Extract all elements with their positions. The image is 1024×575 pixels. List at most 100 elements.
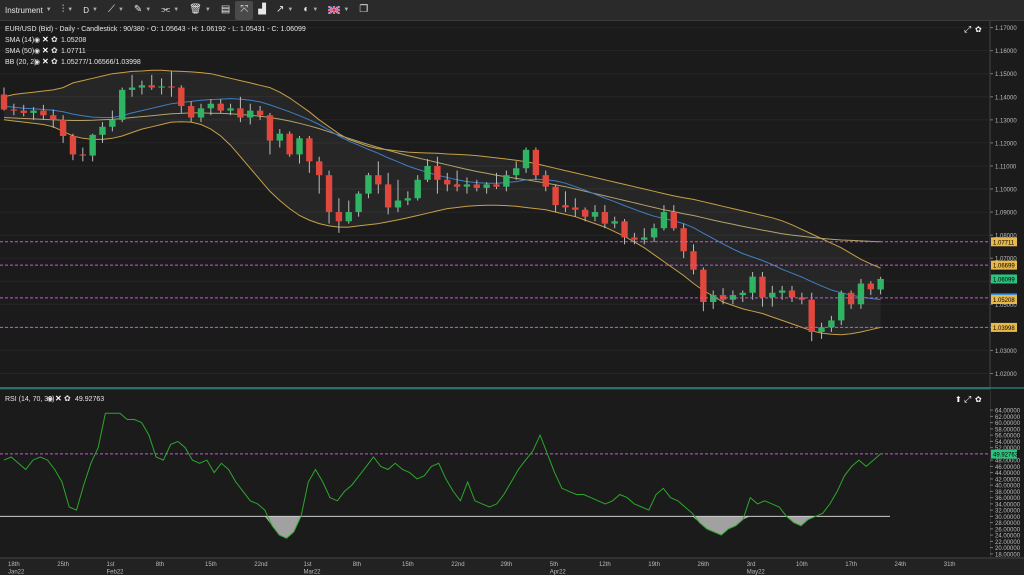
candle-body	[660, 212, 668, 229]
candle-body	[384, 184, 392, 208]
candle-body	[247, 110, 254, 118]
pen-tool-menu[interactable]: ✎ ▼	[129, 1, 156, 20]
candle-body	[453, 184, 461, 187]
candle-body	[857, 283, 865, 305]
line-tool-menu[interactable]: ⟋ ▼	[103, 1, 129, 20]
rsi-legend[interactable]: RSI (14, 70, 30) ◉ ✕ ✿ 49.92763	[5, 394, 104, 403]
price-badge	[991, 260, 1017, 270]
candle-body	[316, 161, 323, 176]
candle-body	[296, 138, 303, 155]
rsi-tick-label: 64.00000	[995, 409, 1021, 415]
close-icon[interactable]: ✕	[42, 46, 49, 55]
gear-icon[interactable]: ✿	[64, 394, 71, 403]
rsi-tick-label: 58.00000	[995, 427, 1021, 433]
price-badge-label: 1.05208	[993, 298, 1015, 304]
settings-icon[interactable]: ✿	[975, 395, 982, 404]
time-tick-label: 15th	[402, 562, 414, 568]
price-axis-badges: 1.077111.066991.060991.052771.052081.039…	[991, 237, 1017, 332]
rsi-tick-label: 46.00000	[995, 465, 1021, 471]
candle-body	[128, 87, 136, 90]
candle-body	[266, 115, 274, 141]
gear-icon[interactable]: ✿	[51, 57, 58, 66]
time-tick-label: 31th	[944, 562, 956, 568]
price-badge	[991, 237, 1017, 247]
theme-menu[interactable]: ◐ ▼	[298, 1, 323, 20]
price-panel[interactable]	[0, 21, 990, 386]
rsi-line	[3, 412, 881, 539]
time-tick-label: 17th	[845, 562, 857, 568]
indicator-lines	[3, 69, 881, 336]
indicator-legend-sma50[interactable]: SMA (50) ◉ ✕ ✿ 1.07711	[5, 46, 86, 55]
candle-body	[650, 228, 658, 238]
price-tick-label: 1.15000	[995, 72, 1017, 78]
rsi-tick-label: 60.00000	[995, 421, 1021, 427]
rsi-panel[interactable]	[0, 390, 990, 558]
price-tick-label: 1.02000	[995, 372, 1017, 378]
expand-icon[interactable]: ⤢	[963, 394, 971, 404]
eye-icon[interactable]: ◉	[47, 396, 53, 403]
rsi-tick-label: 32.00000	[995, 509, 1021, 515]
panels-button[interactable]: ▤	[216, 1, 235, 20]
time-tick-label: 8th	[353, 562, 361, 568]
rsi-tick-label: 44.00000	[995, 471, 1021, 477]
rsi-tick-label: 24.00000	[995, 534, 1021, 540]
candle-body	[562, 205, 569, 208]
chevron-down-icon: ▼	[67, 7, 74, 13]
indicator-legend-sma14[interactable]: SMA (14) ◉ ✕ ✿ 1.05208	[5, 35, 86, 44]
price-tick-label: 1.14000	[995, 95, 1017, 101]
eye-icon[interactable]: ◉	[34, 48, 40, 55]
candle-body	[286, 133, 293, 155]
delete-menu[interactable]: 🗑 ▼	[184, 1, 216, 20]
move-up-icon[interactable]: ⬆	[955, 395, 962, 404]
time-axis-panel[interactable]	[0, 558, 1024, 575]
price-badge-label: 1.07711	[993, 240, 1015, 246]
volume-button[interactable]: ▟	[253, 1, 271, 20]
candle-body	[581, 209, 589, 217]
candle-body	[611, 221, 618, 224]
instrument-menu[interactable]: Instrument ▼	[0, 1, 57, 20]
time-tick-label: 3rd	[747, 562, 756, 568]
chevron-down-icon: ▼	[173, 7, 180, 13]
expand-icon[interactable]: ⤢	[963, 24, 971, 34]
close-icon[interactable]: ✕	[55, 394, 62, 403]
rsi-tick-label: 22.00000	[995, 540, 1021, 546]
sma14-line	[3, 98, 881, 300]
language-menu[interactable]: ▼	[323, 1, 354, 20]
gear-icon[interactable]: ✿	[51, 35, 58, 44]
settings-icon[interactable]: ✿	[975, 25, 982, 34]
chevron-down-icon: ▼	[145, 7, 152, 13]
price-tick-label: 1.03000	[995, 349, 1017, 355]
indicator-menu[interactable]: ⫘ ▼	[156, 1, 184, 20]
rsi-badge-label: 49.92763	[993, 453, 1019, 459]
price-tick-label: 1.08000	[995, 234, 1017, 240]
candle-body	[808, 299, 815, 332]
trend-icon: ↗	[276, 4, 285, 15]
price-tick-label: 1.11000	[995, 164, 1017, 170]
chart-area[interactable]: 1.17000 1.16000 1.15000 1.14000 1.13000 1.120…	[0, 21, 1024, 575]
chart-type-menu[interactable]: ⫶ ▼	[57, 1, 78, 20]
eye-icon[interactable]: ◉	[34, 59, 40, 66]
time-tick-label: 25th	[57, 562, 69, 568]
close-icon[interactable]: ✕	[42, 57, 49, 66]
gear-icon[interactable]: ✿	[51, 46, 58, 55]
rsi-tick-label: 40.00000	[995, 484, 1021, 490]
window-button[interactable]: ❐	[354, 1, 373, 20]
indicator-legend-bb[interactable]: BB (20, 2) ◉ ✕ ✿ 1.05277/1.06566/1.03998	[5, 57, 141, 66]
candle-body	[40, 110, 47, 116]
close-icon[interactable]: ✕	[42, 35, 49, 44]
indicator-label: BB (20, 2)	[5, 59, 37, 66]
candle-body	[99, 126, 106, 135]
timeframe-menu[interactable]: D ▼	[78, 1, 103, 20]
fit-button[interactable]: ⤧	[235, 0, 254, 20]
rsi-tick-label: 52.00000	[995, 446, 1021, 452]
rsi-tick-label: 38.00000	[995, 490, 1021, 496]
indicator-value: 1.05277/1.06566/1.03998	[61, 59, 141, 66]
rsi-oversold-fill	[786, 516, 816, 526]
candle-body	[158, 86, 165, 88]
trend-menu[interactable]: ↗ ▼	[271, 1, 298, 20]
rsi-oversold-fill	[264, 516, 301, 539]
price-badge-label: 1.03998	[993, 326, 1015, 332]
eye-icon[interactable]: ◉	[34, 37, 40, 44]
candle-body	[680, 228, 687, 252]
candle-body	[365, 175, 372, 194]
